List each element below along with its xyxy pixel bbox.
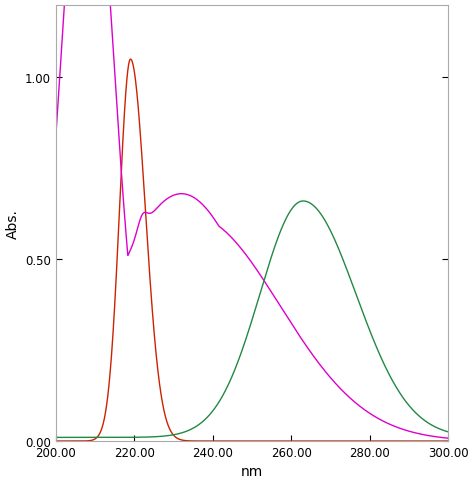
Y-axis label: Abs.: Abs. <box>6 209 19 238</box>
X-axis label: nm: nm <box>241 465 263 479</box>
